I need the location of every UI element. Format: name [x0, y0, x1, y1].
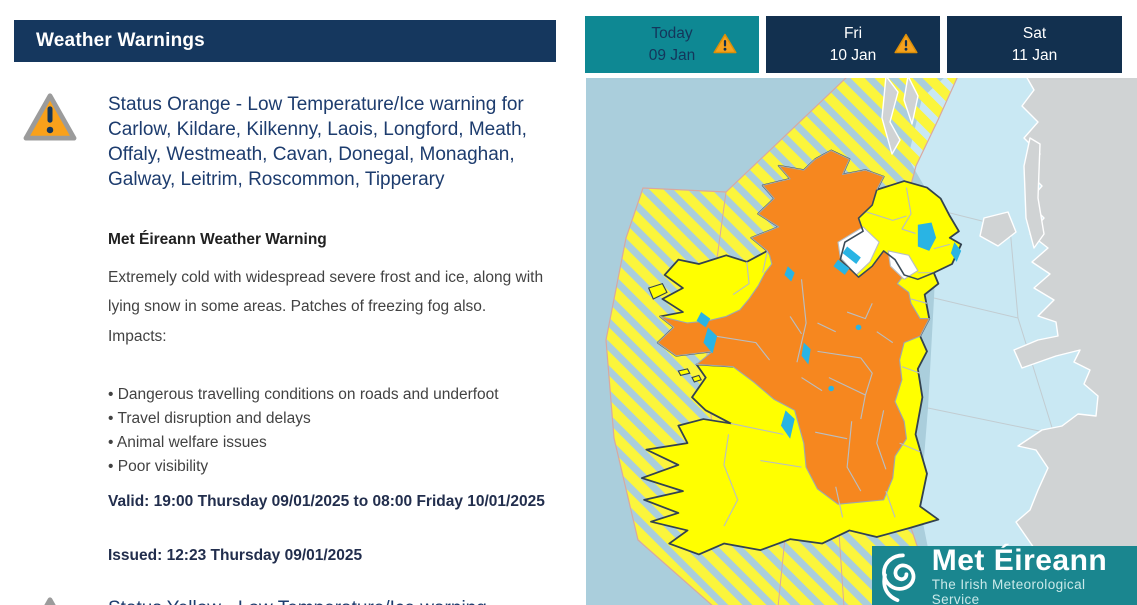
tab-day-label: Today	[651, 24, 693, 42]
impacts-list: Dangerous travelling conditions on roads…	[108, 383, 560, 479]
warning-map[interactable]	[586, 78, 1137, 605]
warning-description: Extremely cold with widespread severe fr…	[108, 269, 544, 315]
tab-day-label: Sat	[1022, 24, 1047, 42]
tab-friday[interactable]: Fri 10 Jan	[766, 16, 940, 73]
page-title-label: Weather Warnings	[36, 30, 205, 51]
page-title: Weather Warnings	[14, 20, 556, 62]
tab-saturday[interactable]: Sat 11 Jan	[947, 16, 1122, 73]
warning-triangle-icon	[23, 93, 77, 141]
warning-triangle-icon	[44, 597, 56, 605]
tab-date-label: 09 Jan	[648, 46, 696, 64]
tab-date-label: 11 Jan	[1011, 46, 1058, 64]
tab-warning-icon	[713, 33, 737, 54]
warning-source-label: Met Éireann Weather Warning	[108, 231, 327, 248]
county-borders	[714, 187, 950, 527]
met-eireann-logo: Met Éireann The Irish Meteorological Ser…	[872, 543, 1137, 605]
warning-issued-time: Issued: 12:23 Thursday 09/01/2025	[108, 547, 363, 564]
warning-title[interactable]: Status Orange - Low Temperature/Ice warn…	[108, 94, 527, 190]
impact-item: Travel disruption and delays	[108, 407, 560, 431]
logo-name: Met Éireann	[931, 543, 1108, 577]
impact-item: Poor visibility	[108, 455, 560, 479]
tab-today[interactable]: Today 09 Jan	[585, 16, 759, 73]
ni-border	[839, 189, 935, 281]
impact-item: Animal welfare issues	[108, 431, 560, 455]
lakes	[696, 222, 962, 439]
impacts-label: Impacts:	[108, 328, 167, 345]
offshore-islands	[647, 282, 702, 383]
tab-day-label: Fri	[843, 24, 863, 42]
tab-warning-icon	[894, 33, 918, 54]
logo-tagline: The Irish Meteorological Service	[931, 576, 1086, 605]
tab-date-label: 10 Jan	[829, 46, 877, 64]
impact-item: Dangerous travelling conditions on roads…	[108, 383, 560, 407]
warning-title[interactable]: Status Yellow - Low Temperature/Ice warn…	[108, 596, 560, 605]
hurricane-spiral-icon	[882, 553, 916, 602]
warning-valid-period: Valid: 19:00 Thursday 09/01/2025 to 08:0…	[108, 493, 545, 510]
county-armagh	[887, 250, 919, 281]
great-britain	[881, 78, 1137, 605]
